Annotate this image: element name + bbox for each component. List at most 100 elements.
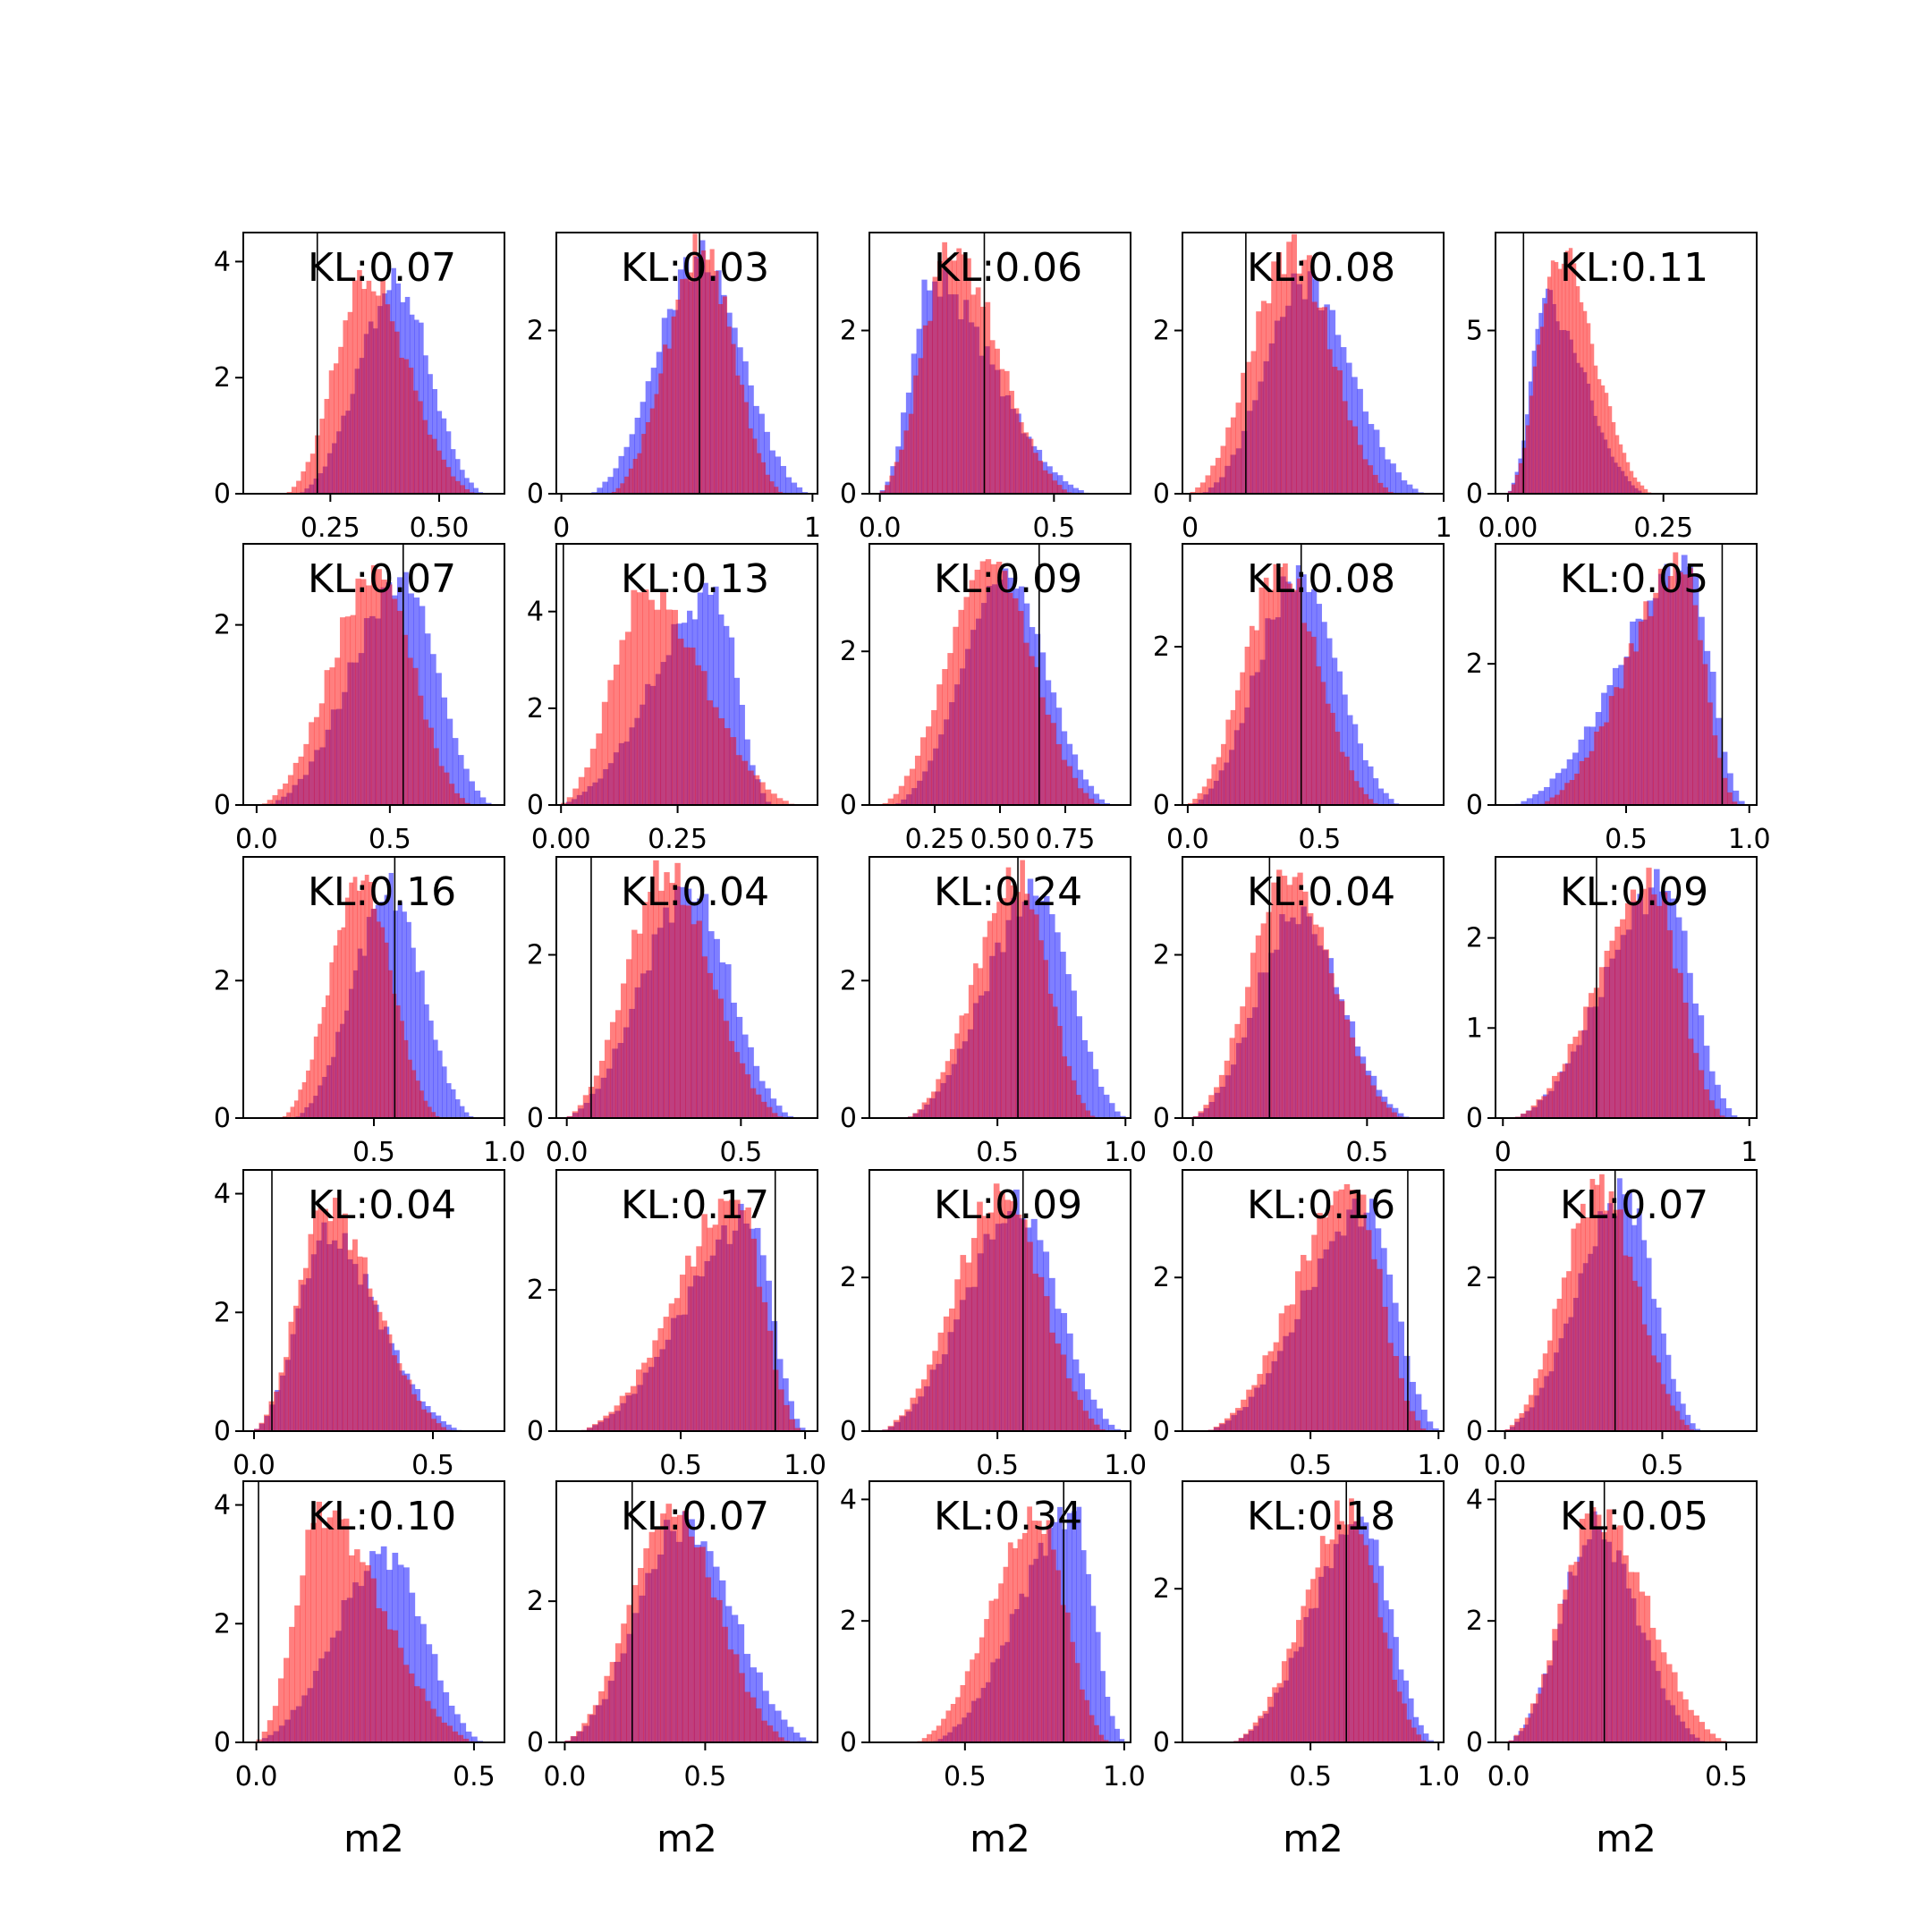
histogram-bar-red (321, 1006, 326, 1118)
histogram-bar-red (918, 358, 924, 494)
x-tick-label: 0.5 (1641, 1450, 1684, 1481)
histogram-bar-red (1013, 1547, 1018, 1742)
kl-annotation: KL:0.18 (1247, 1494, 1395, 1539)
histogram-bar-red (1656, 1362, 1662, 1431)
histogram-bar-red (598, 1690, 605, 1742)
histogram-bar-red (372, 908, 377, 1118)
histogram-bar-red (1672, 968, 1678, 1118)
y-tick-label: 2 (527, 316, 544, 347)
histogram-bar-red (1235, 1408, 1241, 1431)
histogram-bar-red (577, 1105, 584, 1118)
histogram-bar-red (942, 242, 948, 494)
x-tick-label: 1.0 (1417, 1761, 1460, 1792)
histogram-bar-red (1649, 1627, 1657, 1742)
histogram-bar-red (995, 348, 1000, 494)
histogram-bar-red (1055, 744, 1062, 805)
histogram-bar-red (717, 1199, 724, 1431)
histogram-bar-red (1273, 564, 1279, 805)
histogram-bar-red (1271, 261, 1277, 494)
histogram-bar-blue (1077, 769, 1084, 805)
histogram-bar-red (723, 1021, 730, 1118)
histogram-bar-red (949, 1308, 955, 1431)
panel-frame (869, 1169, 1131, 1432)
histogram-bar-red (370, 291, 377, 494)
histogram-bar-red (1034, 666, 1040, 805)
histogram-bar-red (649, 408, 655, 494)
histogram-bar-blue (454, 1714, 461, 1742)
x-tick-label: 0.00 (1479, 513, 1538, 544)
histogram-bar-red (380, 280, 386, 494)
histogram-bar-red (1319, 1536, 1326, 1742)
histogram-bar-red (1353, 781, 1360, 805)
histogram-bar-red (709, 249, 715, 494)
histogram-bar-blue (724, 625, 730, 805)
histogram-bar-red (441, 1427, 446, 1431)
kl-annotation: KL:0.24 (934, 869, 1082, 915)
histogram-bar-red (1536, 1693, 1542, 1742)
histogram-bar-red (1687, 568, 1693, 805)
histogram-bar-red (739, 1063, 746, 1118)
histogram-bar-red (272, 1706, 279, 1742)
histogram-bar-red (1365, 1075, 1371, 1118)
panel-frame (242, 543, 505, 806)
histogram-bar-red (298, 1089, 303, 1118)
histogram-bar-red (621, 983, 627, 1118)
histogram-bar-red (979, 1637, 985, 1742)
histogram-bar-red (1704, 1729, 1711, 1742)
histogram-bar-red (614, 1405, 621, 1431)
histogram-bar-red (286, 1112, 291, 1118)
histogram-bar-red (722, 1626, 728, 1742)
histogram-bar-red (1353, 1521, 1360, 1742)
histogram-bar-red (945, 1061, 951, 1118)
histogram-bar-red (1043, 1296, 1050, 1431)
histogram-bar-red (324, 670, 330, 805)
panel-frame (1495, 1480, 1758, 1743)
histogram-bar-red (1077, 1400, 1083, 1431)
histogram-bar-blue (781, 1719, 788, 1742)
histogram-bar-red (688, 1536, 695, 1742)
y-tick-label: 2 (214, 1608, 231, 1640)
histogram-bar-red (292, 762, 299, 805)
histogram-bar-red (1627, 1257, 1633, 1431)
histogram-bar-red (1344, 1019, 1351, 1118)
histogram-bar-red (1584, 1513, 1591, 1742)
histogram-bar-red (1036, 1521, 1042, 1742)
kl-annotation: KL:0.10 (308, 1494, 456, 1539)
histogram-bar-red (1306, 255, 1312, 494)
histogram-bar-blue (1114, 1728, 1120, 1742)
histogram-bar-red (1342, 401, 1348, 494)
y-tick-label: 4 (840, 1484, 857, 1515)
histogram-bar-red (1260, 923, 1267, 1118)
panel-18: 0 2 0.5 1.0 KL:0.09 (840, 1169, 1147, 1481)
histogram-bar-red (1283, 563, 1288, 805)
histogram-bar-red (422, 719, 429, 805)
histogram-bar-red (1552, 1629, 1558, 1742)
histogram-bar-blue (796, 487, 803, 494)
histogram-bar-blue (787, 1726, 794, 1742)
histogram-bar-red (766, 1106, 773, 1118)
histogram-bar-blue (768, 1704, 775, 1742)
histogram-bar-red (609, 1021, 616, 1118)
histogram-bar-blue (629, 434, 635, 494)
histogram-bar-red (689, 648, 696, 805)
histogram-bar-blue (1521, 801, 1528, 805)
histogram-bar-red (1562, 1063, 1568, 1118)
histogram-bar-red (357, 1256, 363, 1431)
histogram-bar-red (408, 368, 414, 494)
histogram-bar-red (1541, 1674, 1547, 1742)
histogram-bar-red (587, 1714, 594, 1742)
histogram-bar-red (301, 471, 306, 494)
histogram-bar-red (707, 972, 714, 1118)
histogram-bar-red (614, 1643, 622, 1742)
histogram-bar-blue (1065, 974, 1072, 1118)
histogram-bar-red (701, 1214, 708, 1431)
histogram-bar-red (1043, 960, 1049, 1118)
histogram-bar-red (1585, 1217, 1590, 1431)
histogram-bar-blue (446, 718, 453, 805)
histogram-bar-red (707, 700, 714, 805)
histogram-bar-red (750, 1697, 757, 1742)
histogram-bar-red (392, 1355, 397, 1431)
histogram-bar-red (1302, 891, 1309, 1118)
histogram-bar-red (264, 1414, 269, 1431)
histogram-bar-red (1028, 438, 1034, 494)
